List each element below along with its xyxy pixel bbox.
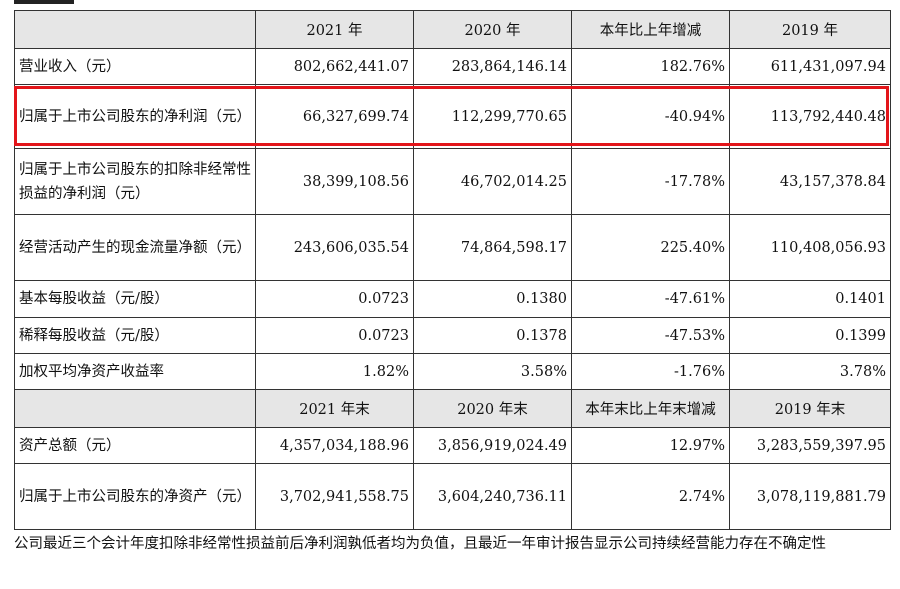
value-cell: 225.40%: [571, 214, 730, 281]
value-cell: 38,399,108.56: [255, 148, 414, 215]
row-label: 归属于上市公司股东的扣除非经常性损益的净利润（元）: [14, 148, 256, 215]
value-cell: -40.94%: [571, 84, 730, 149]
table-row: 归属于上市公司股东的扣除非经常性损益的净利润（元） 38,399,108.56 …: [14, 148, 891, 215]
table-header-row-year-end: 2021 年末 2020 年末 本年末比上年末增减 2019 年末: [14, 389, 891, 428]
row-label: 经营活动产生的现金流量净额（元）: [14, 214, 256, 281]
value-cell: 74,864,598.17: [413, 214, 572, 281]
header-cell: 2020 年: [413, 10, 572, 49]
header-cell: 本年末比上年末增减: [571, 389, 730, 428]
footnote-text: 公司最近三个会计年度扣除非经常性损益前后净利润孰低者均为负值，且最近一年审计报告…: [14, 536, 826, 552]
value-cell: 0.1378: [413, 317, 572, 354]
financial-summary-table: 2021 年 2020 年 本年比上年增减 2019 年 营业收入（元） 802…: [14, 10, 891, 530]
value-cell: 112,299,770.65: [413, 84, 572, 149]
value-cell: 66,327,699.74: [255, 84, 414, 149]
value-cell: -1.76%: [571, 353, 730, 390]
value-cell: 0.1399: [729, 317, 891, 354]
value-cell: 802,662,441.07: [255, 48, 414, 85]
value-cell: 0.1380: [413, 280, 572, 318]
value-cell: 43,157,378.84: [729, 148, 891, 215]
value-cell: 0.0723: [255, 317, 414, 354]
value-cell: 3,702,941,558.75: [255, 463, 414, 530]
value-cell: 2.74%: [571, 463, 730, 530]
top-edge-mark: [14, 0, 74, 4]
header-cell: 2020 年末: [413, 389, 572, 428]
value-cell: 3,856,919,024.49: [413, 427, 572, 464]
value-cell: 3,604,240,736.11: [413, 463, 572, 530]
row-label: 资产总额（元）: [14, 427, 256, 464]
value-cell: 3,078,119,881.79: [729, 463, 891, 530]
table-row: 经营活动产生的现金流量净额（元） 243,606,035.54 74,864,5…: [14, 214, 891, 281]
header-cell: 2021 年末: [255, 389, 414, 428]
value-cell: 3.58%: [413, 353, 572, 390]
header-cell: 本年比上年增减: [571, 10, 730, 49]
table-row-highlighted: 归属于上市公司股东的净利润（元） 66,327,699.74 112,299,7…: [14, 84, 891, 149]
row-label: 归属于上市公司股东的净资产（元）: [14, 463, 256, 530]
row-label: 加权平均净资产收益率: [14, 353, 256, 390]
value-cell: 0.1401: [729, 280, 891, 318]
table-row: 归属于上市公司股东的净资产（元） 3,702,941,558.75 3,604,…: [14, 463, 891, 530]
value-cell: 3,283,559,397.95: [729, 427, 891, 464]
row-label: 基本每股收益（元/股）: [14, 280, 256, 318]
value-cell: -17.78%: [571, 148, 730, 215]
value-cell: -47.61%: [571, 280, 730, 318]
header-blank-cell: [14, 389, 256, 428]
value-cell: -47.53%: [571, 317, 730, 354]
table-row: 资产总额（元） 4,357,034,188.96 3,856,919,024.4…: [14, 427, 891, 464]
value-cell: 110,408,056.93: [729, 214, 891, 281]
row-label: 营业收入（元）: [14, 48, 256, 85]
value-cell: 3.78%: [729, 353, 891, 390]
header-cell: 2021 年: [255, 10, 414, 49]
table-header-row-years: 2021 年 2020 年 本年比上年增减 2019 年: [14, 10, 891, 49]
row-label: 稀释每股收益（元/股）: [14, 317, 256, 354]
row-label: 归属于上市公司股东的净利润（元）: [14, 84, 256, 149]
value-cell: 113,792,440.48: [729, 84, 891, 149]
value-cell: 1.82%: [255, 353, 414, 390]
value-cell: 243,606,035.54: [255, 214, 414, 281]
value-cell: 4,357,034,188.96: [255, 427, 414, 464]
value-cell: 46,702,014.25: [413, 148, 572, 215]
value-cell: 182.76%: [571, 48, 730, 85]
header-cell: 2019 年末: [729, 389, 891, 428]
header-blank-cell: [14, 10, 256, 49]
table-row: 基本每股收益（元/股） 0.0723 0.1380 -47.61% 0.1401: [14, 280, 891, 318]
table-row: 加权平均净资产收益率 1.82% 3.58% -1.76% 3.78%: [14, 353, 891, 390]
value-cell: 283,864,146.14: [413, 48, 572, 85]
header-cell: 2019 年: [729, 10, 891, 49]
value-cell: 611,431,097.94: [729, 48, 891, 85]
table-row: 稀释每股收益（元/股） 0.0723 0.1378 -47.53% 0.1399: [14, 317, 891, 354]
table-row: 营业收入（元） 802,662,441.07 283,864,146.14 18…: [14, 48, 891, 85]
value-cell: 0.0723: [255, 280, 414, 318]
value-cell: 12.97%: [571, 427, 730, 464]
